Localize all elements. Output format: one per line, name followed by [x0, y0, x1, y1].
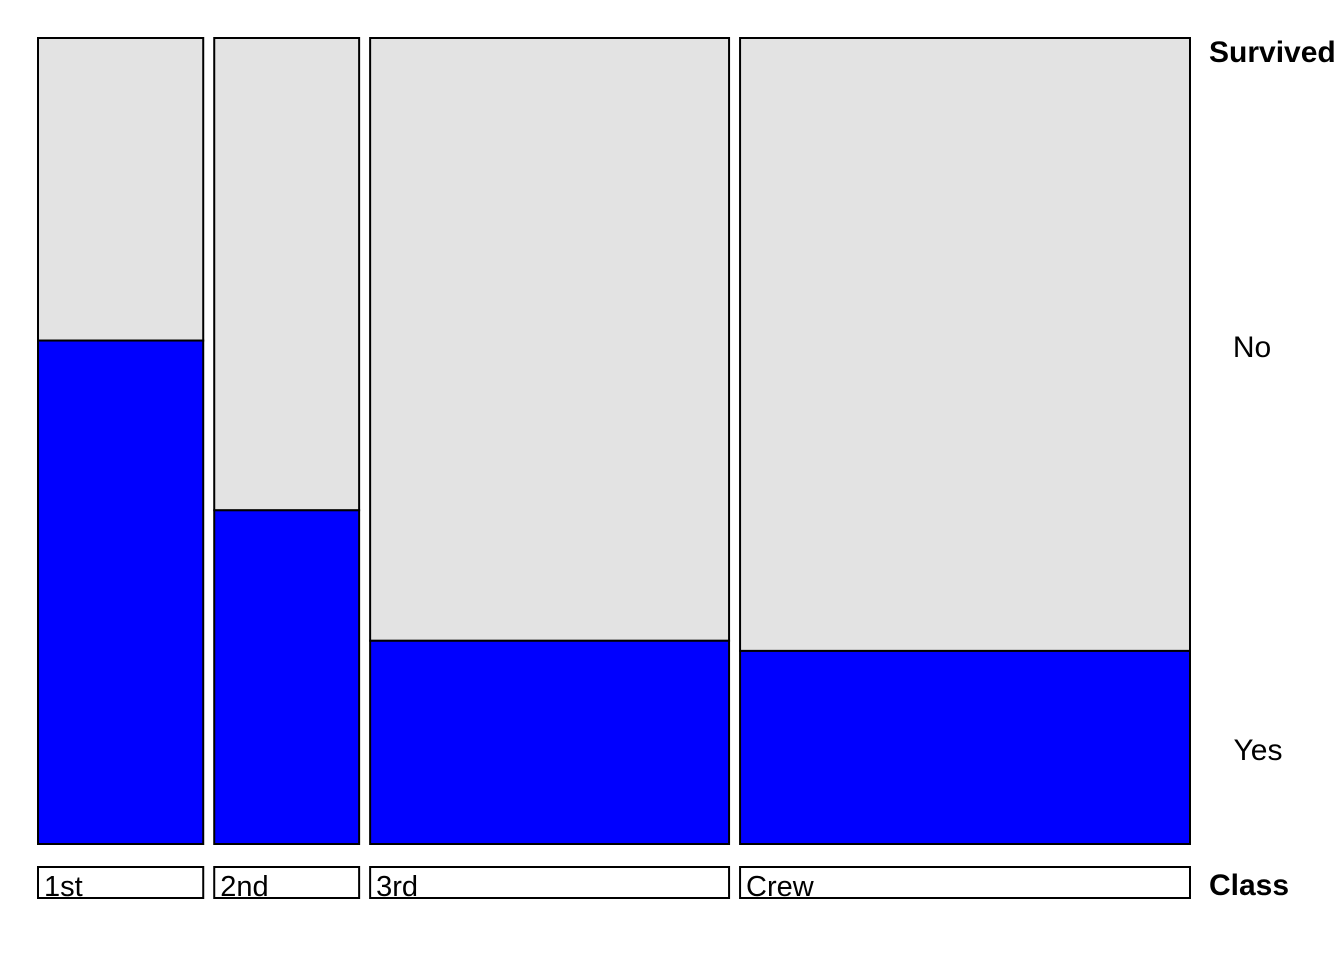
x-variable-title: Class	[1209, 869, 1289, 902]
tile-2nd-no	[213, 37, 361, 512]
class-label-3rd: 3rd	[376, 871, 418, 903]
class-label-crew: Crew	[746, 871, 815, 903]
tile-1st-no	[37, 37, 205, 342]
class-label-2nd: 2nd	[220, 871, 268, 903]
class-box-1st	[37, 866, 205, 899]
class-box-2nd	[213, 866, 361, 899]
level-label-yes: Yes	[1234, 734, 1283, 767]
class-label-1st: 1st	[44, 871, 83, 903]
tile-crew-yes	[739, 649, 1191, 846]
class-box-3rd	[369, 866, 731, 899]
class-label-boxes: 1st 2nd 3rd Crew	[37, 866, 1191, 903]
class-box-crew	[739, 866, 1191, 899]
mosaic-tiles	[37, 37, 1191, 846]
tile-3rd-yes	[369, 639, 731, 845]
level-label-no: No	[1233, 331, 1271, 364]
tile-2nd-yes	[213, 509, 361, 845]
tile-1st-yes	[37, 339, 205, 845]
y-variable-title: Survived	[1209, 36, 1336, 69]
tile-3rd-no	[369, 37, 731, 642]
tile-crew-no	[739, 37, 1191, 652]
